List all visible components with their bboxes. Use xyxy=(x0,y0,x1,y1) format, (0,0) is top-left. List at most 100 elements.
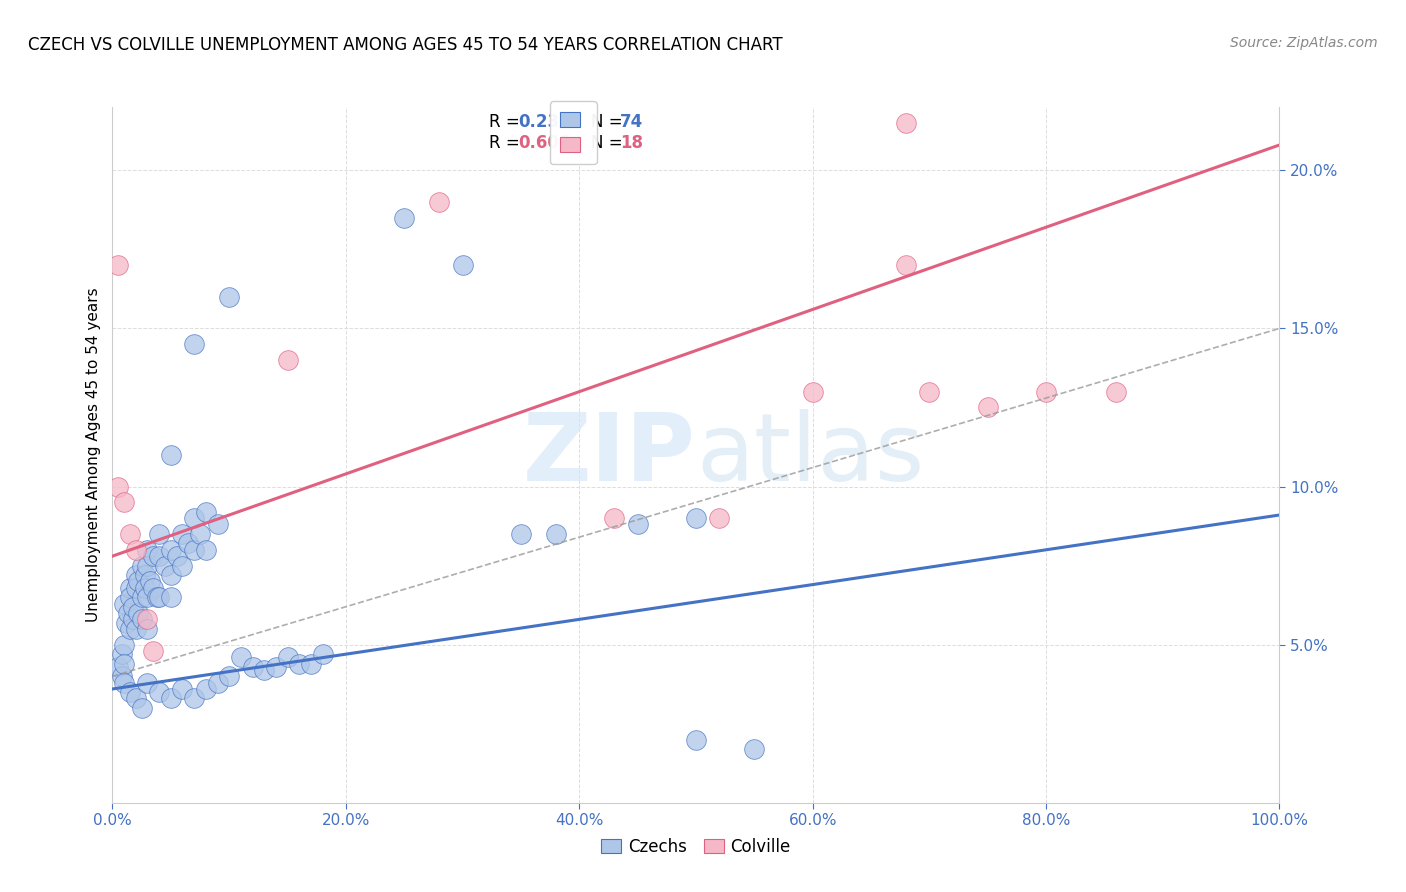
Text: ZIP: ZIP xyxy=(523,409,696,501)
Point xyxy=(117,606,139,620)
Point xyxy=(148,527,170,541)
Text: R =: R = xyxy=(489,113,526,131)
Point xyxy=(125,622,148,636)
Point xyxy=(603,511,626,525)
Point xyxy=(172,681,194,696)
Point xyxy=(111,647,134,661)
Legend: Czechs, Colville: Czechs, Colville xyxy=(593,830,799,864)
Point xyxy=(125,542,148,557)
Point xyxy=(276,353,298,368)
Point xyxy=(125,568,148,582)
Text: N =: N = xyxy=(591,134,628,153)
Point xyxy=(160,448,183,462)
Point xyxy=(218,669,240,683)
Point xyxy=(183,337,205,351)
Point xyxy=(127,574,149,589)
Point xyxy=(125,581,148,595)
Point xyxy=(107,479,129,493)
Point xyxy=(218,290,240,304)
Text: R =: R = xyxy=(489,134,526,153)
Point xyxy=(160,591,183,605)
Point xyxy=(136,675,159,690)
Text: Source: ZipAtlas.com: Source: ZipAtlas.com xyxy=(1230,36,1378,50)
Text: N =: N = xyxy=(591,113,628,131)
Point xyxy=(148,591,170,605)
Point xyxy=(183,542,205,557)
Point xyxy=(166,549,188,563)
Point xyxy=(544,527,567,541)
Point xyxy=(112,638,135,652)
Point xyxy=(134,581,156,595)
Point xyxy=(709,511,731,525)
Point xyxy=(744,742,766,756)
Point xyxy=(1035,384,1057,399)
Point xyxy=(288,657,311,671)
Point xyxy=(183,691,205,706)
Point xyxy=(127,606,149,620)
Text: CZECH VS COLVILLE UNEMPLOYMENT AMONG AGES 45 TO 54 YEARS CORRELATION CHART: CZECH VS COLVILLE UNEMPLOYMENT AMONG AGE… xyxy=(28,36,783,54)
Point xyxy=(136,591,159,605)
Point xyxy=(160,568,183,582)
Point xyxy=(427,194,450,209)
Point xyxy=(183,511,205,525)
Point xyxy=(394,211,416,225)
Point xyxy=(276,650,298,665)
Point xyxy=(194,542,217,557)
Point xyxy=(194,505,217,519)
Point xyxy=(107,660,129,674)
Point xyxy=(264,660,287,674)
Text: 74: 74 xyxy=(620,113,644,131)
Point xyxy=(118,581,141,595)
Point xyxy=(207,675,229,690)
Point xyxy=(136,622,159,636)
Point xyxy=(131,591,153,605)
Point xyxy=(253,663,276,677)
Point xyxy=(1105,384,1128,399)
Text: atlas: atlas xyxy=(696,409,924,501)
Point xyxy=(139,574,162,589)
Point xyxy=(627,517,650,532)
Point xyxy=(172,527,194,541)
Point xyxy=(134,568,156,582)
Point xyxy=(136,542,159,557)
Point xyxy=(112,675,135,690)
Point xyxy=(894,116,917,130)
Point xyxy=(685,511,707,525)
Point xyxy=(801,384,824,399)
Point xyxy=(142,644,165,658)
Point xyxy=(118,685,141,699)
Point xyxy=(112,657,135,671)
Point xyxy=(172,558,194,573)
Point xyxy=(115,615,138,630)
Point xyxy=(131,558,153,573)
Point xyxy=(125,691,148,706)
Point xyxy=(207,517,229,532)
Point xyxy=(122,599,145,614)
Text: 18: 18 xyxy=(620,134,643,153)
Point xyxy=(229,650,252,665)
Point xyxy=(142,581,165,595)
Point xyxy=(194,681,217,696)
Point xyxy=(148,549,170,563)
Point xyxy=(685,732,707,747)
Point xyxy=(242,660,264,674)
Y-axis label: Unemployment Among Ages 45 to 54 years: Unemployment Among Ages 45 to 54 years xyxy=(86,287,101,623)
Text: 0.606: 0.606 xyxy=(519,134,571,153)
Point xyxy=(131,701,153,715)
Point xyxy=(122,612,145,626)
Point xyxy=(148,685,170,699)
Point xyxy=(136,612,159,626)
Point xyxy=(311,647,333,661)
Point xyxy=(299,657,322,671)
Point xyxy=(976,401,998,415)
Point xyxy=(509,527,531,541)
Point xyxy=(118,591,141,605)
Point xyxy=(146,591,169,605)
Point xyxy=(177,536,200,550)
Point xyxy=(112,495,135,509)
Point xyxy=(918,384,941,399)
Point xyxy=(131,612,153,626)
Point xyxy=(118,622,141,636)
Point xyxy=(153,558,176,573)
Point xyxy=(142,549,165,563)
